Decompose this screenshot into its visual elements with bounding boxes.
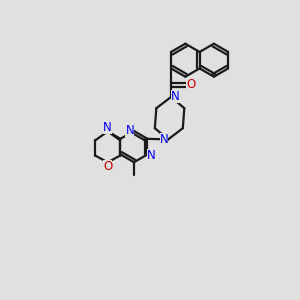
Text: N: N (103, 121, 112, 134)
Text: O: O (103, 160, 112, 173)
Text: O: O (187, 78, 196, 91)
Text: N: N (160, 133, 168, 146)
Text: N: N (125, 124, 134, 137)
Text: N: N (171, 90, 180, 103)
Text: N: N (147, 148, 156, 161)
